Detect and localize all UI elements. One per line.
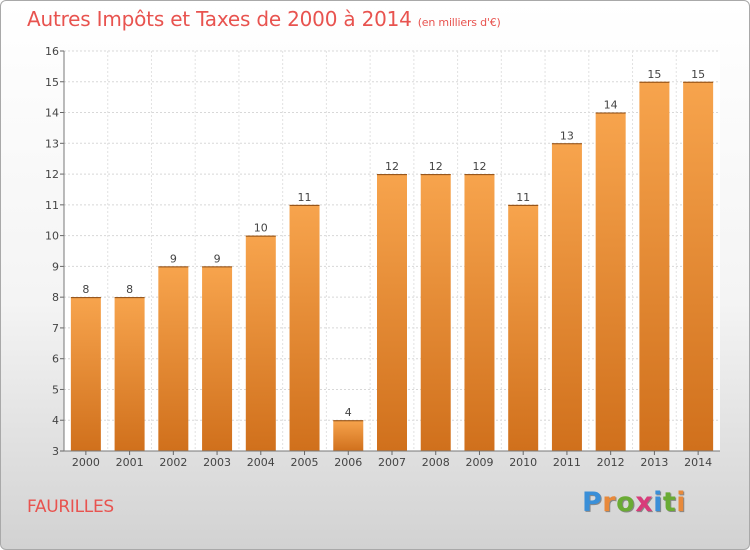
bars bbox=[70, 81, 714, 452]
x-tick-label: 2005 bbox=[291, 456, 319, 469]
bar-value-label: 10 bbox=[254, 222, 268, 235]
logo-letter: i bbox=[676, 487, 687, 518]
y-tick-label: 3 bbox=[52, 445, 59, 458]
chart-title-unit: (en milliers d'€) bbox=[417, 16, 501, 29]
chart-title: Autres Impôts et Taxes de 2000 à 2014 (en… bbox=[27, 7, 501, 31]
x-tick-label: 2002 bbox=[159, 456, 187, 469]
logo-letter: P bbox=[582, 487, 603, 518]
bar bbox=[377, 174, 407, 452]
bar bbox=[420, 174, 451, 452]
bar bbox=[551, 143, 582, 452]
bar-value-label: 9 bbox=[214, 252, 221, 265]
bar bbox=[158, 266, 189, 451]
x-tick-label: 2013 bbox=[640, 456, 668, 469]
y-tick-label: 12 bbox=[45, 168, 59, 181]
x-tick-label: 2001 bbox=[116, 456, 144, 469]
bar-value-label: 4 bbox=[345, 406, 352, 419]
logo-letter: x bbox=[635, 487, 654, 518]
x-tick-label: 2004 bbox=[247, 456, 275, 469]
x-tick-label: 2008 bbox=[422, 456, 450, 469]
bar bbox=[508, 204, 539, 451]
bar bbox=[683, 81, 714, 452]
x-tick-label: 2010 bbox=[509, 456, 537, 469]
y-tick-label: 15 bbox=[45, 76, 59, 89]
x-tick-label: 2014 bbox=[684, 456, 712, 469]
bar-value-label: 8 bbox=[82, 283, 89, 296]
logo-letter: r bbox=[602, 487, 617, 518]
commune-name: FAURILLES bbox=[27, 497, 114, 517]
y-tick-label: 4 bbox=[52, 414, 59, 427]
y-tick-label: 13 bbox=[45, 137, 59, 150]
bar bbox=[70, 297, 101, 451]
bar-value-label: 8 bbox=[126, 283, 133, 296]
x-tick-label: 2000 bbox=[72, 456, 100, 469]
logo-letter: t bbox=[662, 487, 677, 518]
labels: 3 4 5 6 7 8 9 10 11 12 13 14 15 16 8 2000 8 2001 9 2002 9 200… bbox=[45, 45, 712, 469]
bar bbox=[114, 297, 145, 451]
x-tick-label: 2003 bbox=[203, 456, 231, 469]
bar-value-label: 14 bbox=[604, 99, 618, 112]
y-tick-label: 6 bbox=[52, 353, 59, 366]
logo-letter: i bbox=[653, 487, 663, 518]
y-tick-label: 5 bbox=[52, 383, 59, 396]
bar bbox=[639, 81, 670, 452]
logo-letter: o bbox=[616, 487, 636, 518]
proxiti-logo: Proxiti bbox=[582, 487, 686, 518]
bar-value-label: 15 bbox=[647, 68, 661, 81]
bar bbox=[202, 266, 233, 451]
x-tick-label: 2006 bbox=[334, 456, 362, 469]
bar-value-label: 11 bbox=[298, 191, 312, 204]
chart-title-main: Autres Impôts et Taxes de 2000 à 2014 bbox=[27, 7, 412, 31]
y-tick-label: 7 bbox=[52, 322, 59, 335]
bar bbox=[464, 174, 495, 452]
x-tick-label: 2011 bbox=[553, 456, 581, 469]
axes bbox=[60, 50, 720, 455]
y-tick-label: 14 bbox=[45, 107, 59, 120]
x-tick-label: 2009 bbox=[465, 456, 493, 469]
bar-value-label: 13 bbox=[560, 129, 574, 142]
bar-value-label: 12 bbox=[472, 160, 486, 173]
bar bbox=[245, 235, 276, 451]
y-tick-label: 8 bbox=[52, 291, 59, 304]
bar bbox=[289, 204, 320, 451]
y-tick-label: 16 bbox=[45, 45, 59, 58]
bar-value-label: 11 bbox=[516, 191, 530, 204]
x-tick-label: 2007 bbox=[378, 456, 406, 469]
bar-value-label: 9 bbox=[170, 252, 177, 265]
bar-value-label: 12 bbox=[385, 160, 399, 173]
y-tick-label: 11 bbox=[45, 199, 59, 212]
bar bbox=[333, 420, 364, 451]
y-tick-label: 10 bbox=[45, 230, 59, 243]
bar-value-label: 12 bbox=[429, 160, 443, 173]
x-tick-label: 2012 bbox=[597, 456, 625, 469]
bar-value-label: 15 bbox=[691, 68, 705, 81]
bar bbox=[595, 112, 626, 452]
y-tick-label: 9 bbox=[52, 260, 59, 273]
